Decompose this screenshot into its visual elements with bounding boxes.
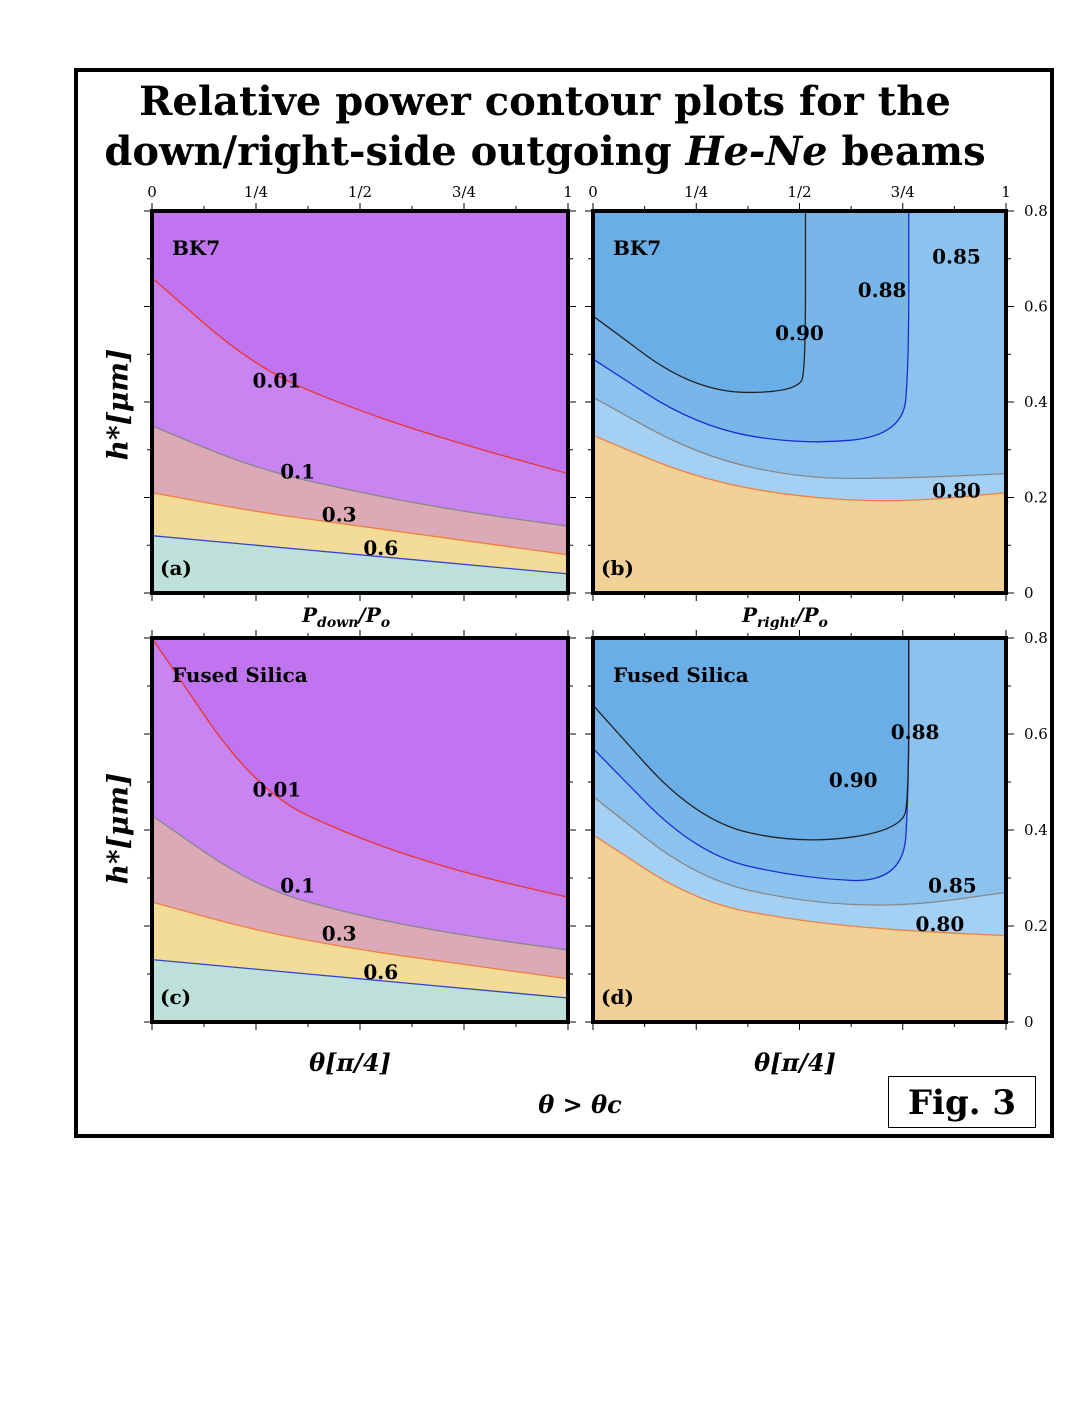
right-tick-label: 0.8 [1024, 629, 1048, 647]
top-tick-label: 0 [147, 183, 157, 201]
contour-0.01 [151, 277, 569, 475]
top-tick-label: 1 [1001, 183, 1011, 201]
right-tick-label: 0.4 [1024, 393, 1048, 411]
contour-label-0.90: 0.90 [829, 768, 878, 792]
x-axis-label-left: θ[π/4] [309, 1048, 391, 1077]
right-tick-label: 0 [1024, 584, 1034, 602]
contour-label-0.1: 0.1 [280, 459, 315, 483]
contour-0.3 [151, 492, 569, 556]
right-tick-label: 0.4 [1024, 821, 1048, 839]
top-tick-label: 3/4 [891, 183, 915, 201]
material-label: Fused Silica [613, 663, 749, 687]
top-tick-label: 1/2 [348, 183, 372, 201]
contour-0.01 [151, 637, 569, 898]
top-tick-label: 1 [563, 183, 573, 201]
top-tick-label: 3/4 [452, 183, 476, 201]
material-label: Fused Silica [172, 663, 308, 687]
y-axis-label-top: h*[μm] [101, 348, 135, 461]
contour-label-0.80: 0.80 [932, 479, 981, 503]
contour-0.3 [151, 901, 569, 980]
contour-label-0.1: 0.1 [280, 873, 315, 897]
top-tick-label: 1/2 [787, 183, 811, 201]
right-tick-label: 0.2 [1024, 917, 1048, 935]
band-0.01 [152, 638, 568, 898]
material-label: BK7 [613, 236, 661, 260]
contour-0.1 [151, 425, 569, 527]
contour-label-0.3: 0.3 [322, 921, 357, 945]
contour-0.80 [592, 434, 1007, 502]
right-tick-label: 0.8 [1024, 202, 1048, 220]
panel-tag: (c) [160, 985, 191, 1009]
y-axis-label-bottom: h*[μm] [101, 772, 135, 885]
contour-label-0.85: 0.85 [928, 873, 977, 897]
top-tick-label: 1/4 [684, 183, 708, 201]
contour-label-0.3: 0.3 [322, 502, 357, 526]
contour-label-0.80: 0.80 [916, 912, 965, 936]
right-tick-label: 0.6 [1024, 298, 1048, 316]
contour-label-0.6: 0.6 [363, 536, 398, 560]
title-line-2-a: down/right-side outgoing [104, 128, 686, 175]
contour-label-0.6: 0.6 [363, 960, 398, 984]
contour-0.88 [592, 211, 910, 443]
contour-0.6 [151, 535, 569, 575]
contour-label-0.85: 0.85 [932, 245, 981, 269]
panel-tag: (b) [601, 556, 634, 580]
contour-label-0.88: 0.88 [891, 720, 940, 744]
contour-0.90 [592, 211, 807, 394]
title-line-2-c: beams [827, 128, 986, 175]
contour-0.85 [592, 396, 1007, 480]
contour-label-0.01: 0.01 [252, 369, 301, 393]
contour-0.80 [592, 834, 1007, 937]
contour-0.6 [151, 958, 569, 999]
contour-label-0.88: 0.88 [858, 278, 907, 302]
figure-frame [74, 68, 1054, 1138]
panel-tag: (d) [601, 985, 634, 1009]
contour-label-0.01: 0.01 [252, 777, 301, 801]
title-line-2: down/right-side outgoing He-Ne beams [0, 128, 1090, 175]
contour-label-0.90: 0.90 [775, 321, 824, 345]
band-0.90 [593, 211, 806, 393]
title-line-2-italic: He-Ne [685, 128, 828, 175]
top-tick-label: 1/4 [244, 183, 268, 201]
x-axis-label-right: θ[π/4] [754, 1048, 836, 1077]
title-line-1: Relative power contour plots for the [139, 78, 951, 125]
right-tick-label: 0 [1024, 1013, 1034, 1031]
bottom-condition: θ > θc [538, 1090, 622, 1119]
label-right: Pright/Po [742, 603, 828, 631]
right-tick-label: 0.6 [1024, 725, 1048, 743]
panel-tag: (a) [160, 556, 192, 580]
right-tick-label: 0.2 [1024, 489, 1048, 507]
band-0.01 [152, 211, 568, 474]
material-label: BK7 [172, 236, 220, 260]
contour-0.1 [151, 815, 569, 951]
contour-0.85 [592, 795, 1007, 906]
label-down: Pdown/Po [302, 603, 391, 631]
top-tick-label: 0 [588, 183, 598, 201]
contour-0.90 [592, 638, 910, 841]
figure-label: Fig. 3 [888, 1076, 1036, 1128]
